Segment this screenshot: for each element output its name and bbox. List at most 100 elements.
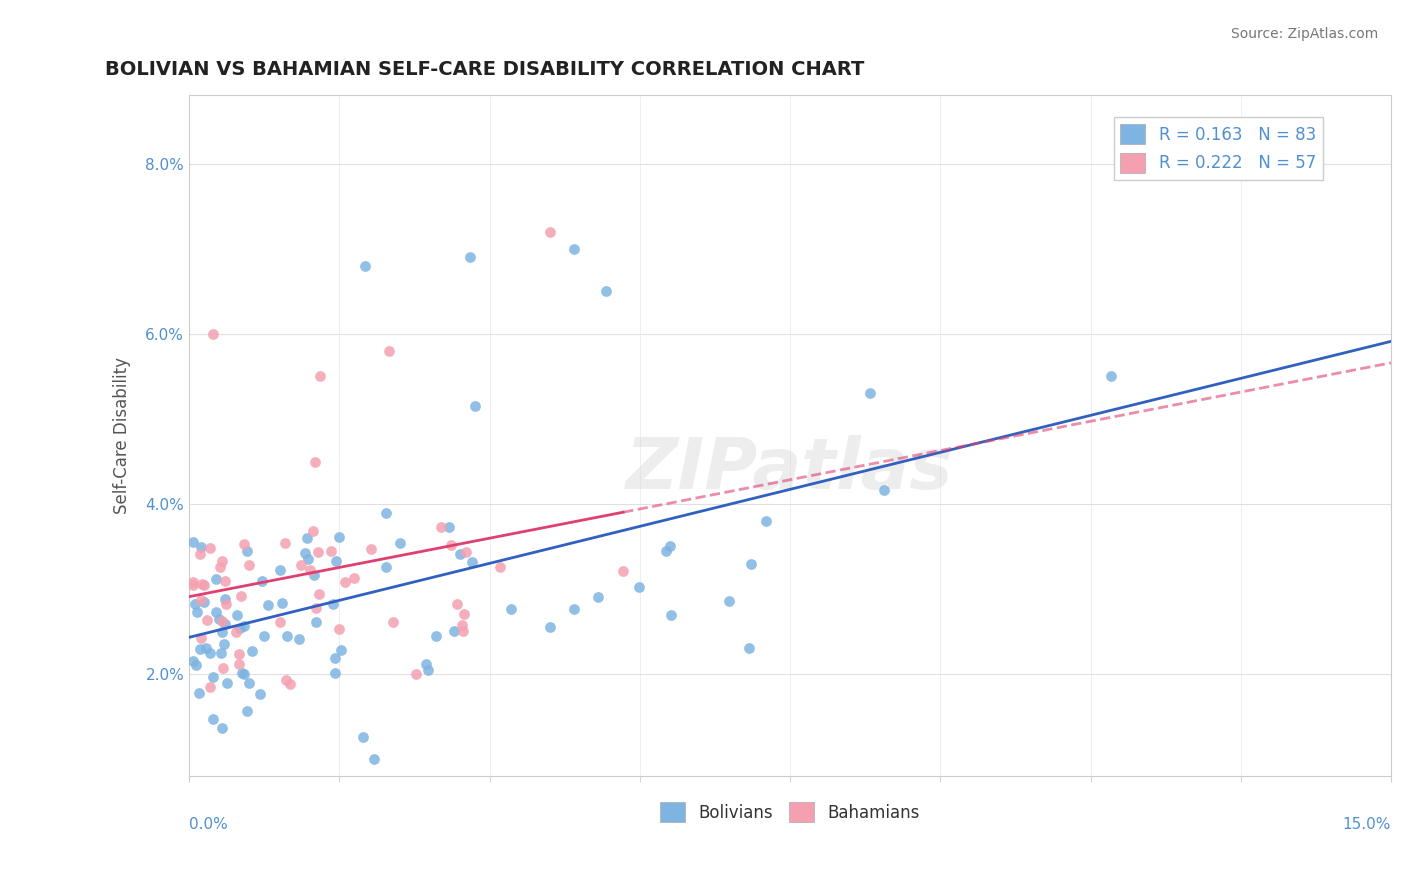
Point (238, 558, 260, 573)
Point (305, 615, 328, 629)
Point (211, 625, 233, 640)
Point (418, 663, 440, 677)
Point (217, 676, 239, 690)
Point (200, 680, 222, 694)
Point (755, 514, 778, 528)
Point (304, 567, 326, 582)
Point (562, 242, 585, 256)
Point (202, 326, 225, 341)
Point (437, 520, 460, 534)
Point (305, 600, 328, 615)
Point (253, 629, 276, 643)
Point (363, 752, 385, 766)
Point (328, 622, 350, 636)
Text: ZIPatlas: ZIPatlas (626, 435, 953, 504)
Point (183, 597, 205, 611)
Point (278, 677, 301, 691)
Point (181, 654, 204, 668)
Point (562, 601, 585, 615)
Point (211, 722, 233, 736)
Point (193, 595, 215, 609)
Point (212, 637, 235, 651)
Point (325, 554, 347, 568)
Point (328, 530, 350, 544)
Point (301, 524, 323, 538)
Point (308, 587, 330, 601)
Point (443, 624, 465, 638)
Point (186, 658, 208, 673)
Text: BOLIVIAN VS BAHAMIAN SELF-CARE DISABILITY CORRELATION CHART: BOLIVIAN VS BAHAMIAN SELF-CARE DISABILIT… (105, 60, 865, 78)
Point (415, 657, 437, 671)
Point (181, 575, 204, 590)
Point (236, 704, 259, 718)
Point (191, 576, 214, 591)
Point (287, 632, 309, 647)
Point (202, 712, 225, 726)
Point (271, 596, 294, 610)
Point (449, 547, 471, 561)
Point (233, 618, 256, 632)
Point (718, 594, 741, 608)
Point (658, 540, 681, 554)
Point (211, 554, 233, 568)
Point (360, 541, 382, 556)
Point (322, 597, 344, 611)
Point (297, 552, 319, 566)
Point (229, 621, 252, 635)
Point (451, 618, 474, 632)
Point (1099, 369, 1122, 384)
Point (430, 520, 453, 534)
Point (190, 632, 212, 646)
Point (209, 646, 232, 660)
Text: Source: ZipAtlas.com: Source: ZipAtlas.com (1230, 27, 1378, 41)
Point (276, 629, 298, 643)
Point (249, 687, 271, 701)
Point (451, 624, 474, 639)
Text: 15.0%: 15.0% (1343, 817, 1391, 832)
Point (627, 580, 650, 594)
Point (425, 629, 447, 643)
Point (236, 543, 259, 558)
Point (233, 666, 256, 681)
Point (461, 555, 484, 569)
Point (323, 651, 346, 665)
Point (354, 259, 377, 273)
Point (464, 400, 486, 414)
Point (190, 593, 212, 607)
Point (214, 591, 236, 606)
Point (229, 589, 252, 603)
Point (859, 386, 882, 401)
Point (198, 541, 221, 555)
Point (194, 640, 217, 655)
Point (501, 601, 523, 615)
Point (295, 531, 318, 545)
Point (538, 225, 561, 239)
Point (446, 597, 468, 611)
Point (190, 540, 212, 554)
Point (208, 559, 231, 574)
Point (440, 538, 463, 552)
Point (193, 578, 215, 592)
Point (738, 640, 761, 655)
Point (226, 607, 249, 622)
Point (188, 642, 211, 657)
Point (304, 455, 326, 469)
Point (458, 250, 481, 264)
Point (240, 644, 263, 658)
Point (215, 597, 238, 611)
Point (195, 613, 218, 627)
Point (211, 661, 233, 675)
Point (405, 667, 427, 681)
Point (298, 563, 321, 577)
Point (231, 666, 253, 681)
Point (225, 625, 247, 640)
Point (238, 675, 260, 690)
Text: 0.0%: 0.0% (188, 817, 228, 832)
Point (319, 544, 342, 558)
Point (612, 564, 634, 578)
Point (181, 535, 204, 549)
Point (352, 730, 374, 744)
Point (208, 611, 231, 625)
Point (378, 343, 401, 358)
Point (269, 615, 291, 629)
